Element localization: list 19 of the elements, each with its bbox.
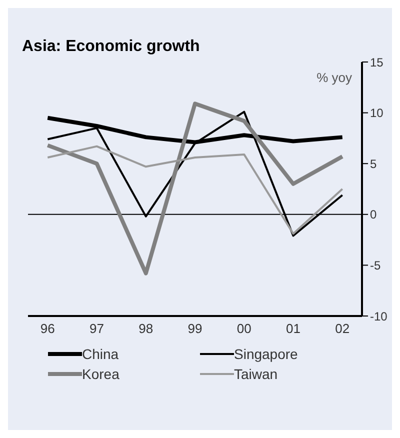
y-tick-label: 15 [370,55,384,70]
legend-label: Taiwan [234,366,278,382]
x-tick-label: 98 [138,321,154,336]
x-tick-label: 97 [90,321,104,336]
y-tick-label: 10 [370,106,384,120]
legend-label: Singapore [234,346,298,362]
x-tick-label: 01 [286,321,300,336]
legend-label: Korea [82,366,120,382]
legend-label: China [82,346,119,362]
annotation: % yoy [316,70,352,85]
y-tick-label: -10 [370,309,388,324]
y-tick-label: 0 [370,208,377,222]
x-tick-label: 00 [236,321,252,336]
x-tick-label: 02 [335,321,350,336]
chart-title: Asia: Economic growth [21,37,201,56]
x-tick-label: 96 [40,321,55,336]
y-tick-label: 5 [370,156,377,171]
x-tick-label: 99 [188,321,202,336]
y-tick-label: -5 [370,258,381,272]
